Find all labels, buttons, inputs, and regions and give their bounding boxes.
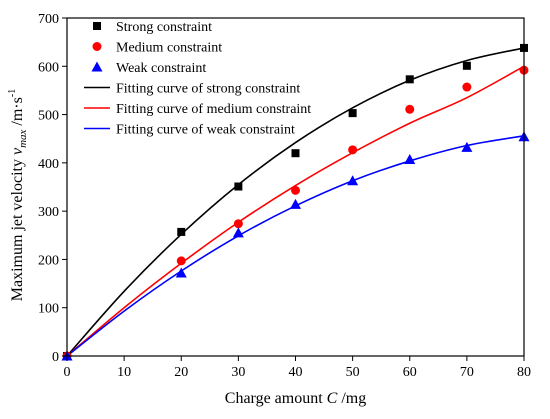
x-axis-title: Charge amount C /mg — [225, 390, 366, 407]
y-tick-label: 500 — [38, 109, 59, 124]
medium-constraint-point — [176, 256, 186, 266]
legend-label-fitting-curve-of-weak-constraint: Fitting curve of weak constraint — [116, 123, 295, 138]
weak-constraint-point — [404, 153, 416, 164]
legend-swatch-strong-constraint — [93, 22, 101, 30]
weak-constraint-point — [461, 141, 473, 152]
x-tick-label: 50 — [346, 365, 360, 380]
axis-ticks-layer: 0 10 20 30 40 50 60 70 80 0 100 200 300 400 500 600 700 — [38, 12, 531, 380]
x-tick-label: 20 — [174, 365, 188, 380]
x-tick-label: 60 — [403, 365, 417, 380]
strong-constraint-point — [462, 61, 471, 70]
medium-constraint-point — [405, 104, 415, 114]
medium-constraint-point — [291, 185, 300, 195]
y-tick-label: 0 — [52, 350, 59, 365]
x-tick-label: 40 — [289, 365, 303, 380]
strong-constraint-point — [234, 182, 243, 191]
legend-label-fitting-curve-of-strong-constraint: Fitting curve of strong constraint — [116, 82, 300, 97]
x-tick-label: 30 — [231, 365, 245, 380]
weak-constraint-point — [347, 175, 359, 186]
y-axis-title: Maximum jet velocity vmax /m·s-1 — [7, 89, 29, 301]
medium-constraint-point — [233, 219, 243, 229]
strong-constraint-point — [405, 75, 414, 84]
strong-constraint-point — [291, 149, 300, 158]
medium-constraint-point — [462, 82, 472, 92]
fit-curves-layer — [66, 47, 525, 357]
medium-constraint-point — [348, 145, 358, 155]
y-tick-label: 200 — [38, 253, 59, 268]
legend-swatch-weak-constraint — [91, 61, 103, 72]
y-tick-label: 700 — [38, 12, 59, 27]
fitting-curve-of-weak-constraint-line — [66, 135, 525, 357]
x-tick-label: 70 — [460, 365, 474, 380]
fitting-curve-of-strong-constraint-line — [66, 47, 525, 357]
y-tick-label: 600 — [38, 60, 59, 75]
y-tick-label: 100 — [38, 302, 59, 317]
strong-constraint-point — [177, 227, 186, 236]
x-tick-label: 80 — [517, 365, 531, 380]
weak-constraint-point — [175, 267, 187, 278]
fitting-curve-of-medium-constraint-line — [66, 65, 525, 357]
y-tick-label: 300 — [38, 205, 59, 220]
legend-swatch-medium-constraint — [92, 42, 102, 51]
y-tick-label: 400 — [38, 157, 59, 172]
x-tick-label: 0 — [64, 365, 71, 380]
strong-constraint-point — [348, 109, 357, 118]
weak-constraint-point — [232, 227, 244, 238]
weak-constraint-point — [290, 198, 301, 209]
legend: Strong constraint Medium constraint Weak c… — [84, 20, 311, 138]
legend-label-medium-constraint: Medium constraint — [116, 41, 222, 56]
legend-label-weak-constraint: Weak constraint — [116, 61, 206, 76]
legend-label-fitting-curve-of-medium-constraint: Fitting curve of medium constraint — [116, 102, 311, 117]
legend-label-strong-constraint: Strong constraint — [116, 20, 212, 35]
x-tick-label: 10 — [117, 365, 131, 380]
